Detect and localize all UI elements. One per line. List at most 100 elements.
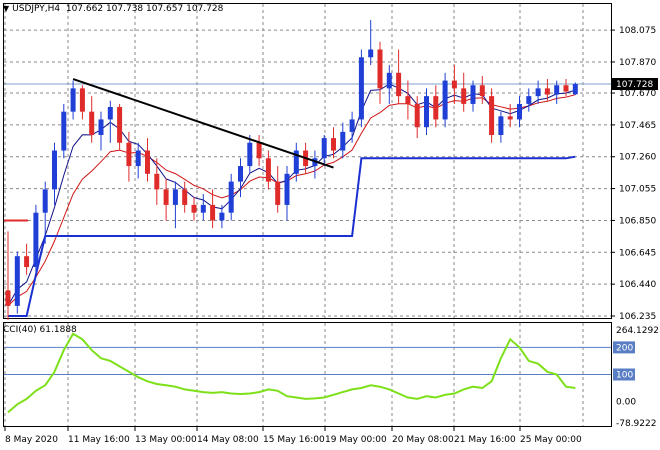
time-label: 19 May 00:00 xyxy=(325,435,387,445)
candle-body xyxy=(228,181,234,213)
candle-body xyxy=(98,119,104,135)
candle-body xyxy=(200,204,206,213)
cci-level-badge xyxy=(613,341,635,354)
time-label: 15 May 16:00 xyxy=(263,435,325,445)
candle-body xyxy=(275,181,281,205)
price-panel-border xyxy=(3,3,612,319)
time-label: 21 May 16:00 xyxy=(454,435,516,445)
price-label: 107.260 xyxy=(619,153,656,163)
candle-body xyxy=(451,80,457,89)
candle-body xyxy=(331,138,336,151)
candle-body xyxy=(163,189,169,205)
cci-level-badge xyxy=(613,368,635,381)
cci-label: CCI(40) 61.1888 xyxy=(3,325,77,335)
cci-indicator xyxy=(4,332,611,414)
candle-body xyxy=(14,256,20,306)
price-label: 107.870 xyxy=(619,58,656,68)
price-label: 106.235 xyxy=(619,312,656,322)
candle-body xyxy=(470,85,476,104)
time-label: 14 May 08:00 xyxy=(197,435,259,445)
candle-body xyxy=(256,142,262,159)
price-axis: 108.075 107.870 107.670 107.465 107.260 107.0… xyxy=(611,26,658,322)
candle-body xyxy=(79,88,85,112)
cci-axis-label: -78.9222 xyxy=(616,419,656,429)
candle-body xyxy=(33,212,39,268)
candle-body xyxy=(265,158,271,182)
symbol-info: ▼ USDJPY,H4 107.662 107.738 107.657 107.7… xyxy=(3,4,223,14)
time-label: 20 May 08:00 xyxy=(392,435,454,445)
candle-body xyxy=(526,96,532,104)
time-label: 8 May 2020 xyxy=(5,435,58,445)
grid-lines xyxy=(4,4,611,426)
candle-body xyxy=(340,131,346,151)
candle-body xyxy=(247,142,253,167)
price-label: 106.645 xyxy=(619,248,656,258)
time-axis: 8 May 2020 11 May 16:00 13 May 00:00 14 May… xyxy=(4,426,582,445)
candle-body xyxy=(358,57,364,120)
candle-body xyxy=(433,96,439,120)
cci-line xyxy=(7,332,576,414)
candle-body xyxy=(563,85,569,92)
candle-body xyxy=(42,189,48,213)
candle-body xyxy=(544,88,550,95)
candle-body xyxy=(377,49,383,89)
candle-body xyxy=(507,116,513,120)
candle-body xyxy=(89,111,95,135)
price-label: 107.055 xyxy=(619,185,656,195)
current-price-label: 107.728 xyxy=(616,80,653,90)
time-label: 11 May 16:00 xyxy=(68,435,130,445)
candle-body xyxy=(405,96,411,104)
symbol-label: USDJPY,H4 xyxy=(12,4,61,14)
candle-body xyxy=(554,85,560,95)
candle-body xyxy=(182,189,188,205)
candle-body xyxy=(321,138,327,159)
candle-body xyxy=(489,96,495,135)
candle-body xyxy=(210,204,216,221)
cci-axis: 264.1292 200 100 0.00 -78.9222 xyxy=(613,326,659,429)
price-label: 107.670 xyxy=(619,89,656,99)
ma-slow-line xyxy=(7,94,576,307)
candle-body xyxy=(293,150,299,174)
price-label: 107.465 xyxy=(619,121,656,131)
candle-body xyxy=(219,212,225,221)
candle-body xyxy=(126,142,132,167)
candle-body xyxy=(498,116,504,135)
candle-body xyxy=(386,72,392,89)
candle-body xyxy=(154,173,160,190)
candle-body xyxy=(117,107,123,143)
candle-body xyxy=(284,173,290,205)
candle-body xyxy=(396,72,402,97)
cci-axis-label: 0.00 xyxy=(616,398,636,408)
cci-panel-border xyxy=(3,322,612,427)
candle-body xyxy=(535,88,541,97)
candle-body xyxy=(52,150,57,190)
candle-body xyxy=(479,85,485,97)
candle-body xyxy=(368,49,374,58)
cci-axis-label: 100 xyxy=(616,370,633,380)
candle-body xyxy=(191,204,197,213)
price-label: 106.850 xyxy=(619,216,656,226)
price-label: 106.440 xyxy=(619,280,656,290)
ohlc-values: 107.662 107.738 107.657 107.728 xyxy=(65,4,224,14)
candlesticks xyxy=(5,20,578,320)
trendline-group[interactable] xyxy=(72,78,334,169)
candle-body xyxy=(461,88,467,104)
time-label: 13 May 00:00 xyxy=(135,435,197,445)
candle-body xyxy=(424,96,429,128)
candle-body xyxy=(349,119,355,132)
candle-body xyxy=(172,189,178,205)
candle-body xyxy=(414,103,420,128)
cci-axis-label: 200 xyxy=(616,343,633,353)
candle-body xyxy=(24,256,30,268)
candle-body xyxy=(107,107,113,120)
candle-body xyxy=(517,103,522,120)
candle-body xyxy=(572,84,578,95)
support-line xyxy=(8,155,576,317)
candle-body xyxy=(135,150,141,167)
triangle-down-icon[interactable]: ▼ xyxy=(3,4,10,13)
price-label: 108.075 xyxy=(619,26,656,36)
candle-body xyxy=(238,166,243,182)
candle-body xyxy=(145,150,150,174)
